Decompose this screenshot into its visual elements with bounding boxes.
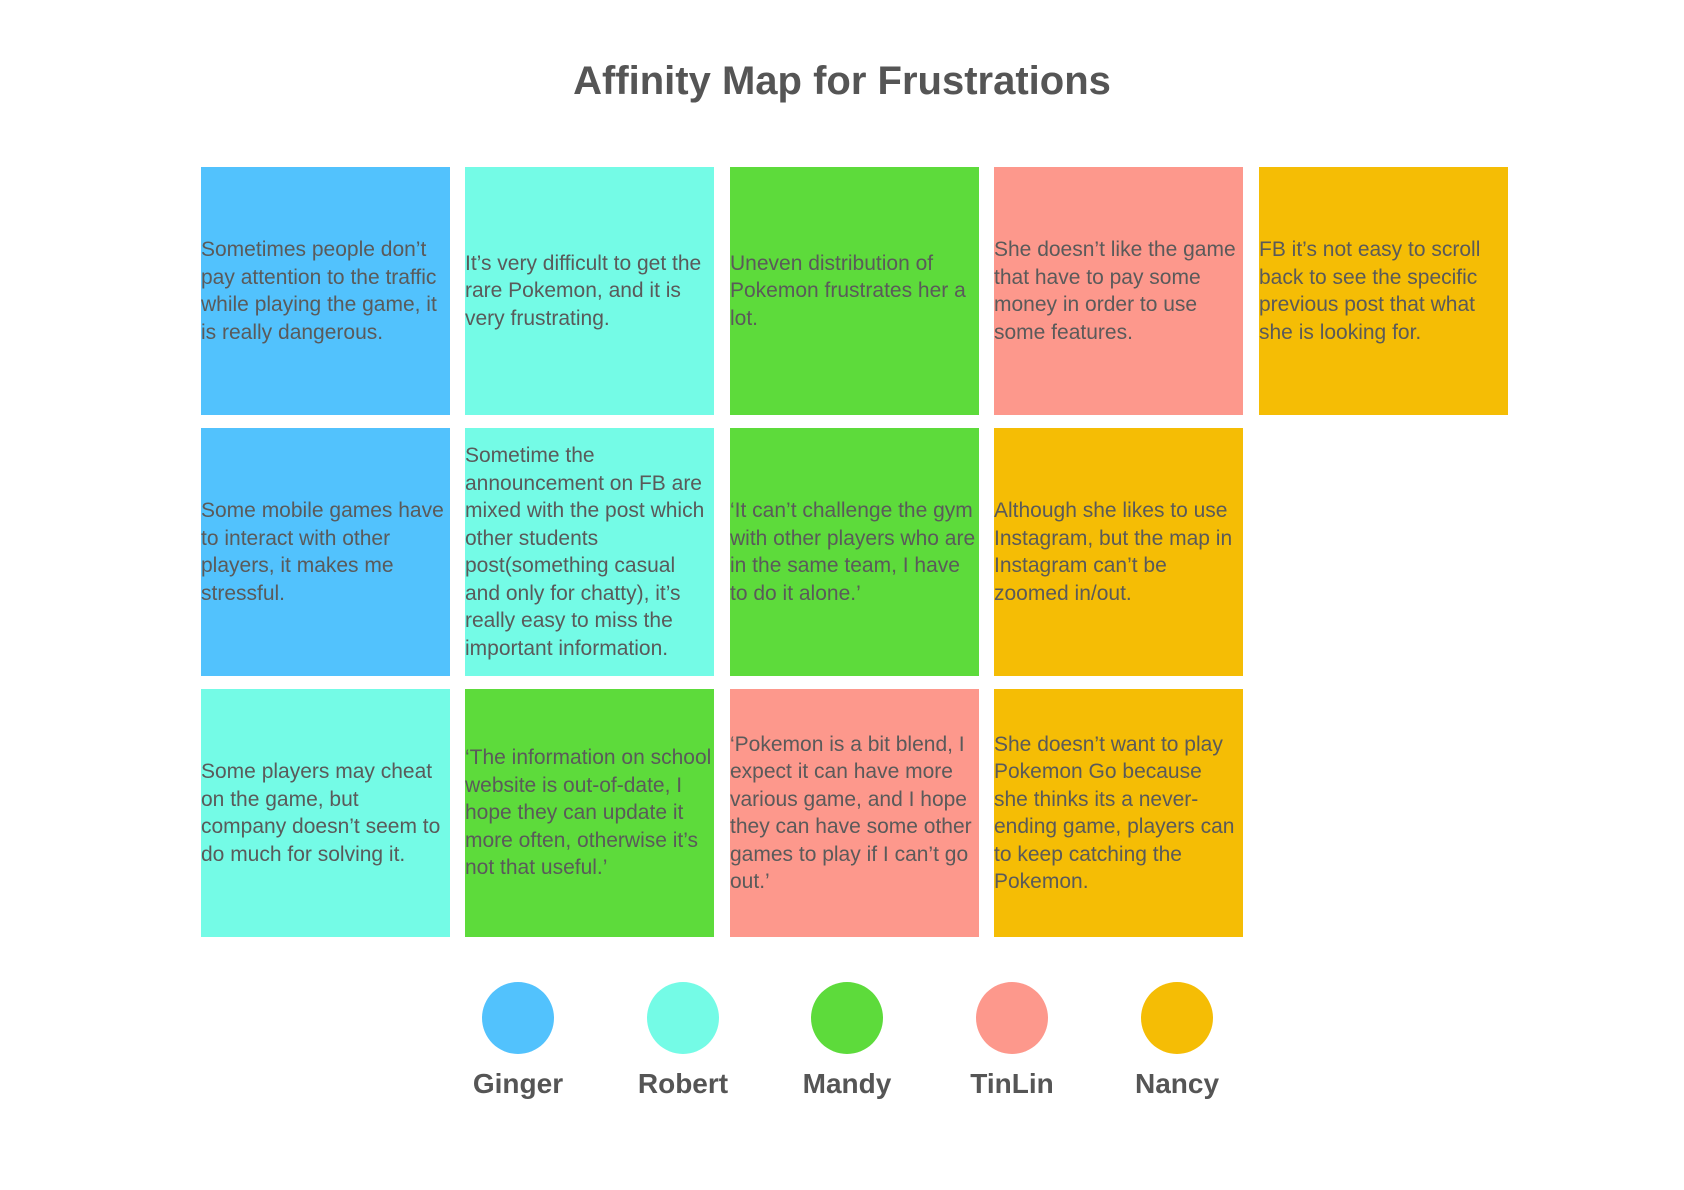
note-text: ‘Pokemon is a bit blend, I expect it can… [730, 732, 972, 894]
legend-dot [811, 982, 883, 1054]
legend-item-robert: Robert [608, 982, 758, 1102]
sticky-note: ‘Pokemon is a bit blend, I expect it can… [730, 689, 979, 937]
note-text: She doesn’t like the game that have to p… [994, 238, 1236, 344]
legend-dot [647, 982, 719, 1054]
note-text: Sometimes people don’t pay attention to … [201, 238, 437, 344]
note-text: ‘It can’t challenge the gym with other p… [730, 499, 976, 605]
legend-item-nancy: Nancy [1102, 982, 1252, 1102]
legend-dot [1141, 982, 1213, 1054]
sticky-note: ‘The information on school website is ou… [465, 689, 714, 937]
legend-label: Ginger [472, 1068, 564, 1099]
legend-label: Mandy [802, 1068, 892, 1099]
sticky-note: Sometime the announcement on FB are mixe… [465, 428, 714, 676]
sticky-note: Uneven distribution of Pokemon frustrate… [730, 167, 979, 415]
legend-item-mandy: Mandy [772, 982, 922, 1102]
note-text: Sometime the announcement on FB are mixe… [465, 444, 705, 660]
note-text: FB it’s not easy to scroll back to see t… [1259, 238, 1481, 344]
note-text: Uneven distribution of Pokemon frustrate… [730, 251, 966, 330]
sticky-note: Some players may cheat on the game, but … [201, 689, 450, 937]
note-text: She doesn’t want to play Pokemon Go beca… [994, 732, 1235, 894]
legend-label: Robert [637, 1068, 729, 1099]
sticky-note: It’s very difficult to get the rare Poke… [465, 167, 714, 415]
note-text: It’s very difficult to get the rare Poke… [465, 251, 702, 330]
sticky-note: She doesn’t like the game that have to p… [994, 167, 1243, 415]
note-text: Some mobile games have to interact with … [201, 499, 444, 605]
sticky-note: Some mobile games have to interact with … [201, 428, 450, 676]
note-text: ‘The information on school website is ou… [465, 746, 712, 880]
legend-label: Nancy [1134, 1068, 1220, 1099]
sticky-note: She doesn’t want to play Pokemon Go beca… [994, 689, 1243, 937]
sticky-note: Although she likes to use Instagram, but… [994, 428, 1243, 676]
note-text: Although she likes to use Instagram, but… [994, 499, 1233, 605]
legend-dot [482, 982, 554, 1054]
sticky-note: ‘It can’t challenge the gym with other p… [730, 428, 979, 676]
sticky-note: Sometimes people don’t pay attention to … [201, 167, 450, 415]
legend-label: TinLin [970, 1068, 1054, 1099]
sticky-note: FB it’s not easy to scroll back to see t… [1259, 167, 1508, 415]
legend-item-ginger: Ginger [443, 982, 593, 1102]
note-text: Some players may cheat on the game, but … [201, 760, 441, 866]
diagram-title: Affinity Map for Frustrations [573, 59, 1111, 103]
legend-dot [976, 982, 1048, 1054]
legend-item-tinlin: TinLin [937, 982, 1087, 1102]
